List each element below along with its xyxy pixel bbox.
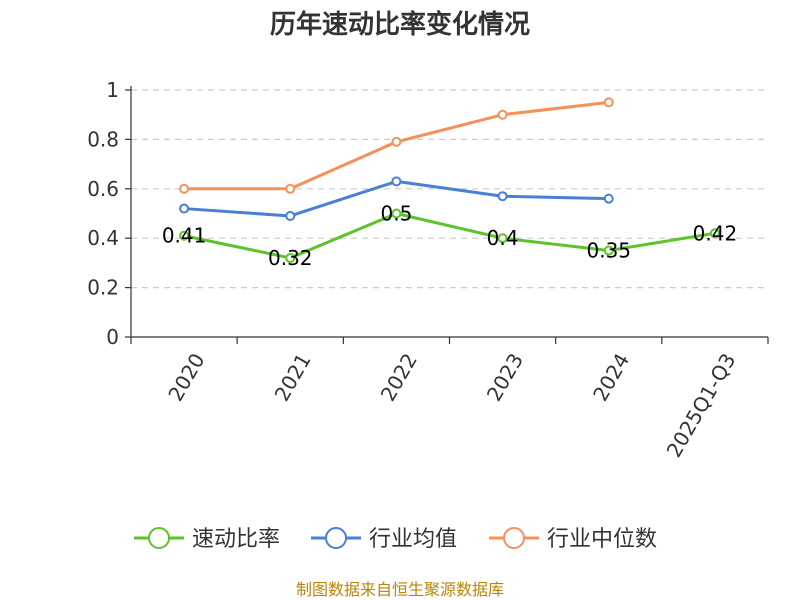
- x-tick-label: 2021: [270, 349, 316, 405]
- data-label: 0.4: [487, 226, 519, 250]
- data-label: 0.41: [162, 224, 207, 248]
- legend-swatch-marker: [503, 527, 525, 549]
- data-point: [497, 109, 508, 120]
- axis-layer: 0 0.2 0.4 0.6 0.8 1 2020 2021 2022 2023 2024 2025Q1…: [87, 78, 769, 461]
- grid-layer: [131, 89, 768, 289]
- data-label: 0.42: [693, 221, 738, 245]
- legend-label: 行业中位数: [547, 527, 657, 552]
- data-label-layer: 0.41 0.32 0.5 0.4 0.35 0.42: [162, 202, 737, 270]
- data-point: [709, 228, 720, 239]
- series-layer: [179, 97, 720, 263]
- data-point: [179, 203, 190, 214]
- y-tick-label: 0.2: [87, 276, 119, 300]
- data-point: [497, 233, 508, 244]
- legend-swatch-marker: [325, 527, 347, 549]
- series-line: [183, 212, 716, 260]
- data-point: [285, 252, 296, 263]
- y-tick-label: 1: [106, 78, 119, 102]
- legend-item[interactable]: 速动比率: [134, 527, 280, 552]
- source-note: 制图数据来自恒生聚源数据库: [296, 580, 504, 599]
- data-point: [391, 176, 402, 187]
- legend-item[interactable]: 行业均值: [311, 527, 457, 552]
- data-point: [285, 183, 296, 194]
- data-label: 0.32: [268, 246, 313, 270]
- legend-swatch-marker: [148, 527, 170, 549]
- data-point: [603, 193, 614, 204]
- data-point: [497, 191, 508, 202]
- y-tick-label: 0.6: [87, 177, 119, 201]
- data-point: [179, 183, 190, 194]
- y-tick-label: 0: [106, 325, 119, 349]
- x-tick-label: 2023: [482, 349, 528, 405]
- chart-title: 历年速动比率变化情况: [270, 9, 530, 40]
- legend-item[interactable]: 行业中位数: [489, 527, 657, 552]
- legend-label: 速动比率: [192, 527, 280, 552]
- y-tick-label: 0.8: [87, 127, 119, 151]
- data-point: [391, 136, 402, 147]
- x-tick-label: 2024: [588, 349, 634, 405]
- legend-label: 行业均值: [369, 527, 457, 552]
- y-tick-label: 0.4: [87, 226, 119, 250]
- data-point: [179, 230, 190, 241]
- x-tick-label: 2020: [163, 349, 209, 405]
- legend: 速动比率 行业均值 行业中位数: [134, 527, 657, 552]
- data-point: [603, 245, 614, 256]
- data-point: [285, 210, 296, 221]
- data-label: 0.5: [381, 202, 413, 226]
- data-point: [391, 208, 402, 219]
- x-tick-label: 2022: [376, 349, 422, 405]
- data-point: [603, 97, 614, 108]
- data-label: 0.35: [586, 239, 631, 263]
- x-tick-label: 2025Q1-Q3: [662, 349, 741, 461]
